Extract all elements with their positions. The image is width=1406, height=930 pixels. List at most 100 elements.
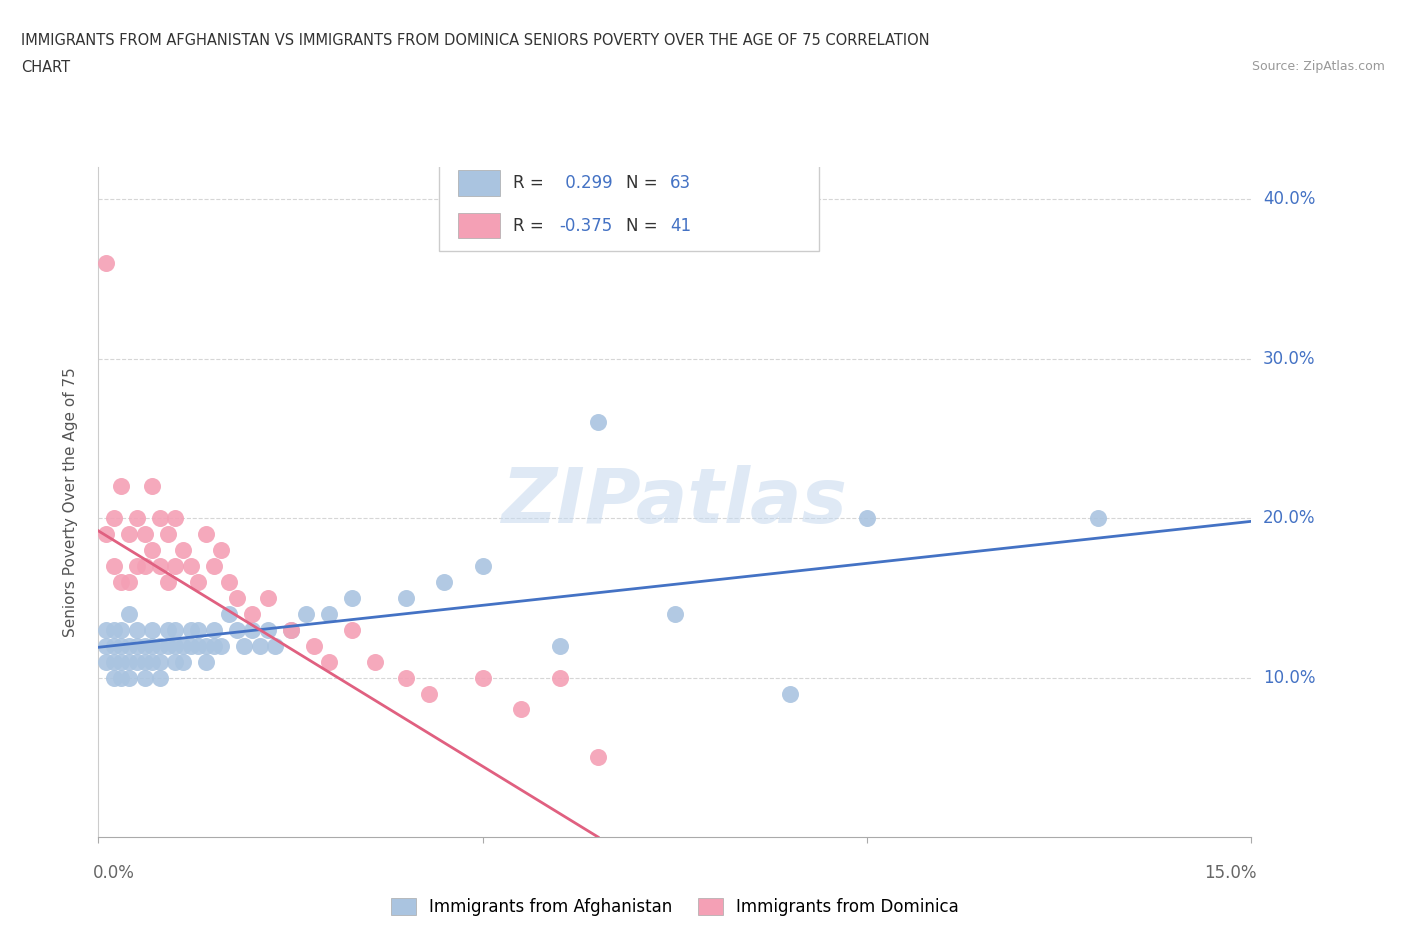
Point (165, 511, 187, 525)
Point (94, 256, 117, 271)
Point (364, 654, 387, 669)
Point (187, 622, 209, 637)
Point (103, 638, 125, 653)
Point (172, 654, 194, 669)
Point (302, 638, 325, 653)
Text: 30.0%: 30.0% (1263, 350, 1316, 367)
Point (586, 750, 609, 764)
Point (779, 686, 801, 701)
Point (125, 622, 148, 637)
Point (1087, 511, 1109, 525)
Point (165, 559, 187, 574)
Point (103, 559, 125, 574)
Text: 41: 41 (671, 217, 692, 234)
Point (340, 591, 363, 605)
Point (149, 654, 172, 669)
Point (218, 606, 240, 621)
Point (856, 511, 879, 525)
Text: 0.0%: 0.0% (93, 864, 135, 882)
Point (94, 638, 117, 653)
Legend: Immigrants from Afghanistan, Immigrants from Dominica: Immigrants from Afghanistan, Immigrants … (384, 891, 966, 923)
Point (94, 622, 117, 637)
Point (149, 511, 172, 525)
Point (134, 638, 156, 653)
Point (295, 606, 318, 621)
Point (156, 575, 179, 590)
Point (125, 654, 148, 669)
Text: 0.299: 0.299 (560, 174, 612, 192)
Text: R =: R = (513, 174, 550, 192)
Point (471, 671, 494, 685)
Point (110, 671, 132, 685)
Point (586, 415, 609, 430)
Point (141, 622, 163, 637)
Point (110, 638, 132, 653)
Point (187, 575, 209, 590)
Point (180, 559, 202, 574)
Point (233, 638, 256, 653)
Text: N =: N = (627, 174, 664, 192)
Point (395, 591, 418, 605)
Point (256, 591, 278, 605)
Point (548, 671, 571, 685)
Text: ZIPatlas: ZIPatlas (502, 465, 848, 539)
Point (209, 638, 232, 653)
Point (340, 622, 363, 637)
Point (256, 622, 278, 637)
Point (141, 479, 163, 494)
Point (118, 638, 141, 653)
Point (471, 559, 494, 574)
Text: R =: R = (513, 217, 550, 234)
Point (141, 542, 163, 557)
Point (280, 622, 302, 637)
Text: CHART: CHART (21, 60, 70, 75)
Point (94, 654, 117, 669)
Point (110, 654, 132, 669)
Point (218, 575, 240, 590)
Point (118, 526, 141, 541)
Point (134, 559, 156, 574)
Text: 10.0%: 10.0% (1263, 669, 1316, 686)
Point (103, 654, 125, 669)
Point (180, 638, 202, 653)
Point (149, 638, 172, 653)
Point (165, 654, 187, 669)
Point (94, 526, 117, 541)
Point (141, 638, 163, 653)
Text: Source: ZipAtlas.com: Source: ZipAtlas.com (1251, 60, 1385, 73)
Point (225, 622, 247, 637)
Point (172, 638, 194, 653)
Text: 63: 63 (671, 174, 692, 192)
Point (118, 671, 141, 685)
Point (118, 606, 141, 621)
Point (418, 686, 440, 701)
Point (103, 511, 125, 525)
Point (165, 622, 187, 637)
Point (510, 702, 533, 717)
Point (180, 622, 202, 637)
Point (225, 591, 247, 605)
Point (110, 479, 132, 494)
Point (134, 671, 156, 685)
Point (165, 638, 187, 653)
Text: 20.0%: 20.0% (1263, 509, 1316, 527)
Point (149, 559, 172, 574)
Text: 15.0%: 15.0% (1205, 864, 1257, 882)
Point (110, 622, 132, 637)
Y-axis label: Seniors Poverty Over the Age of 75: Seniors Poverty Over the Age of 75 (63, 367, 77, 637)
Point (134, 526, 156, 541)
Point (264, 638, 287, 653)
Point (280, 622, 302, 637)
Point (249, 638, 271, 653)
Point (125, 638, 148, 653)
Point (156, 622, 179, 637)
Point (118, 654, 141, 669)
Point (110, 575, 132, 590)
Point (318, 654, 340, 669)
Point (134, 654, 156, 669)
Point (202, 638, 225, 653)
Point (141, 654, 163, 669)
Point (202, 622, 225, 637)
Point (202, 559, 225, 574)
Point (118, 575, 141, 590)
